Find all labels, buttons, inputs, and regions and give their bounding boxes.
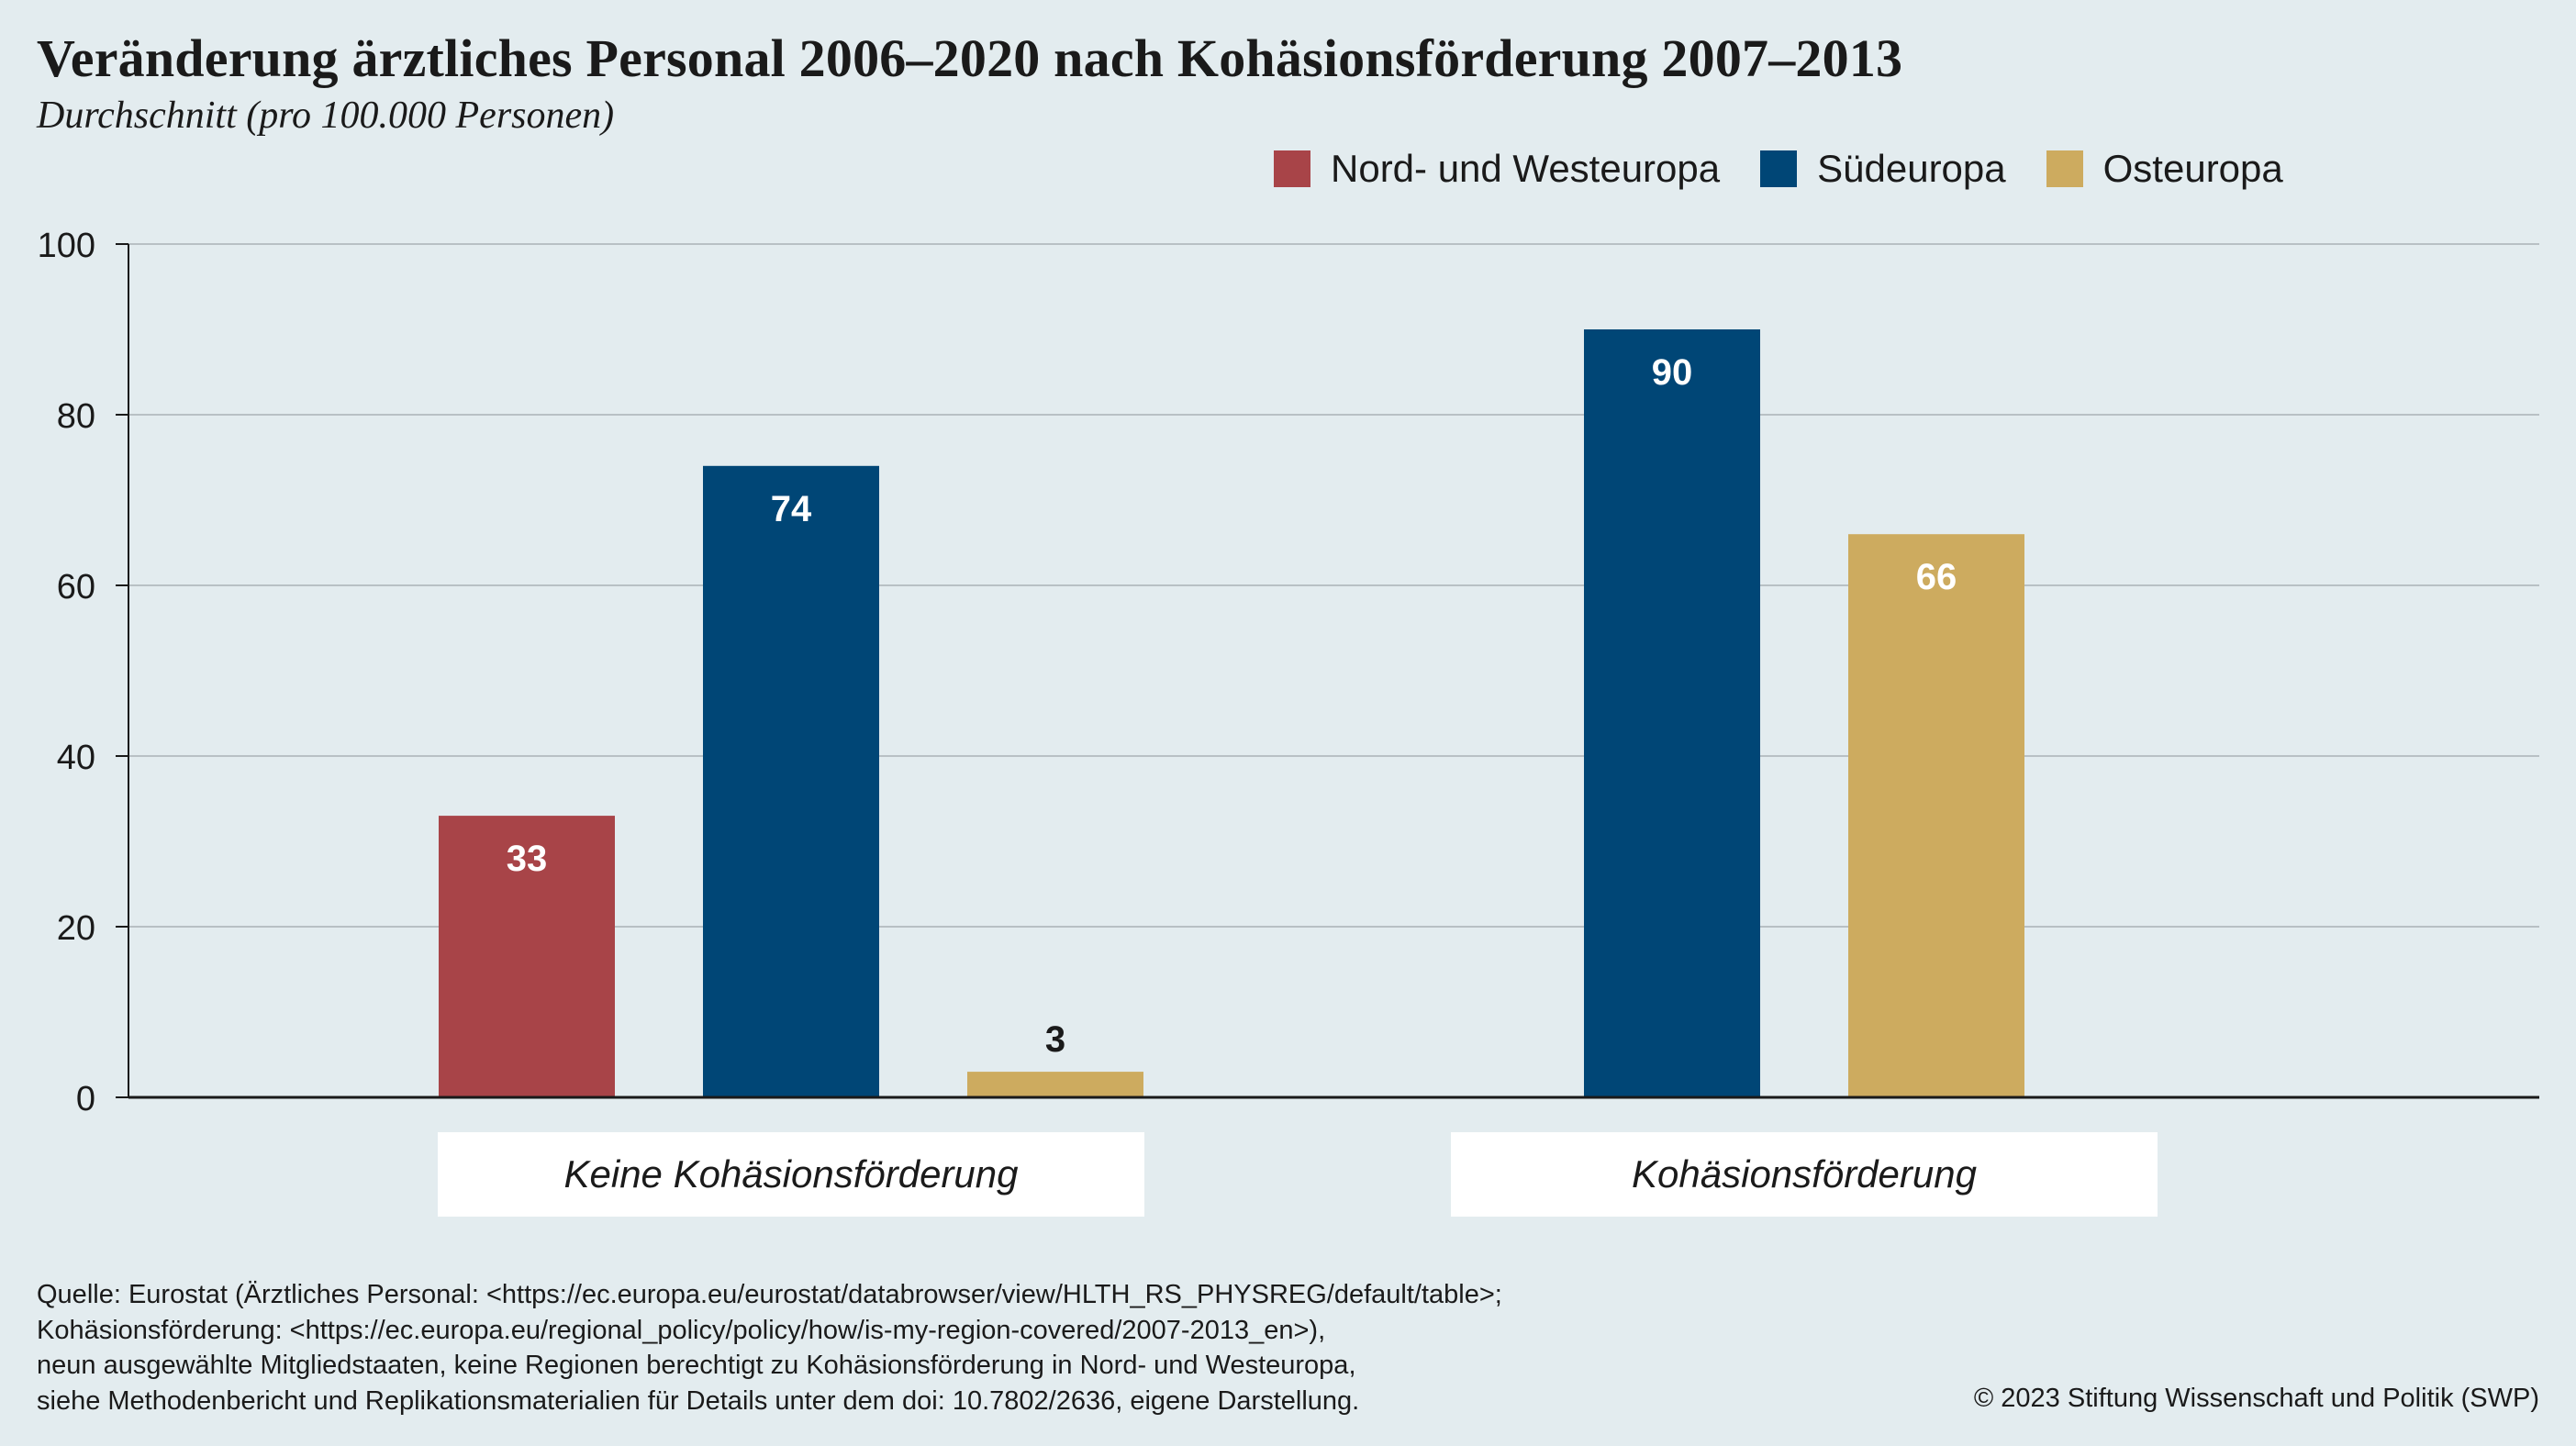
legend-label-ost: Osteuropa (2102, 147, 2283, 190)
bar-südeuropa-keine (703, 465, 879, 1097)
bar-value-label: 33 (507, 839, 548, 879)
category-label: Keine Kohäsionsförderung (563, 1152, 1018, 1196)
source-line-4: siehe Methodenbericht und Replikationsma… (37, 1385, 1360, 1416)
y-tick-label: 0 (76, 1080, 95, 1118)
y-tick-label: 60 (57, 568, 95, 606)
legend-item-sued: Südeuropa (1760, 147, 2006, 191)
source-line-3: neun ausgewählte Mitgliedstaaten, keine … (37, 1351, 1356, 1380)
copyright: © 2023 Stiftung Wissenschaft und Politik… (1973, 1384, 2539, 1413)
chart-subtitle: Durchschnitt (pro 100.000 Personen) (37, 95, 615, 137)
bar-osteuropa-keine (967, 1072, 1143, 1097)
source-line-1: Quelle: Eurostat (Ärztliches Personal: <… (37, 1280, 1502, 1309)
source-note: Quelle: Eurostat (Ärztliches Personal: <… (37, 1277, 1502, 1418)
y-tick-label: 80 (57, 397, 95, 436)
legend-label-sued: Südeuropa (1817, 147, 2006, 190)
category-label: Kohäsionsförderung (1632, 1152, 1977, 1196)
y-tick-label: 40 (57, 739, 95, 777)
legend-swatch-nord-west (1274, 150, 1310, 187)
bar-nord-und-westeuropa-keine (439, 816, 615, 1097)
bar-südeuropa-kohaesion (1584, 329, 1760, 1097)
y-tick-label: 20 (57, 909, 95, 948)
legend-label-nord-west: Nord- und Westeuropa (1331, 147, 1721, 190)
category-label-box (1451, 1132, 2158, 1217)
y-tick-label: 100 (38, 227, 95, 265)
bar-value-label: 90 (1652, 352, 1693, 393)
bar-value-label: 3 (1045, 1019, 1065, 1060)
bar-value-label: 66 (1916, 557, 1957, 597)
category-label-box (438, 1132, 1144, 1217)
legend-swatch-ost (2046, 150, 2083, 187)
legend-item-ost: Osteuropa (2046, 147, 2283, 191)
chart-title: Veränderung ärztliches Personal 2006–202… (37, 28, 1903, 88)
bar-osteuropa-kohaesion (1848, 534, 2024, 1097)
legend: Nord- und Westeuropa Südeuropa Osteuropa (1274, 147, 2283, 191)
source-line-2: Kohäsionsförderung: <https://ec.europa.e… (37, 1315, 1326, 1345)
legend-swatch-sued (1760, 150, 1798, 187)
legend-item-nord-west: Nord- und Westeuropa (1274, 147, 1720, 191)
bar-value-label: 74 (771, 489, 812, 529)
